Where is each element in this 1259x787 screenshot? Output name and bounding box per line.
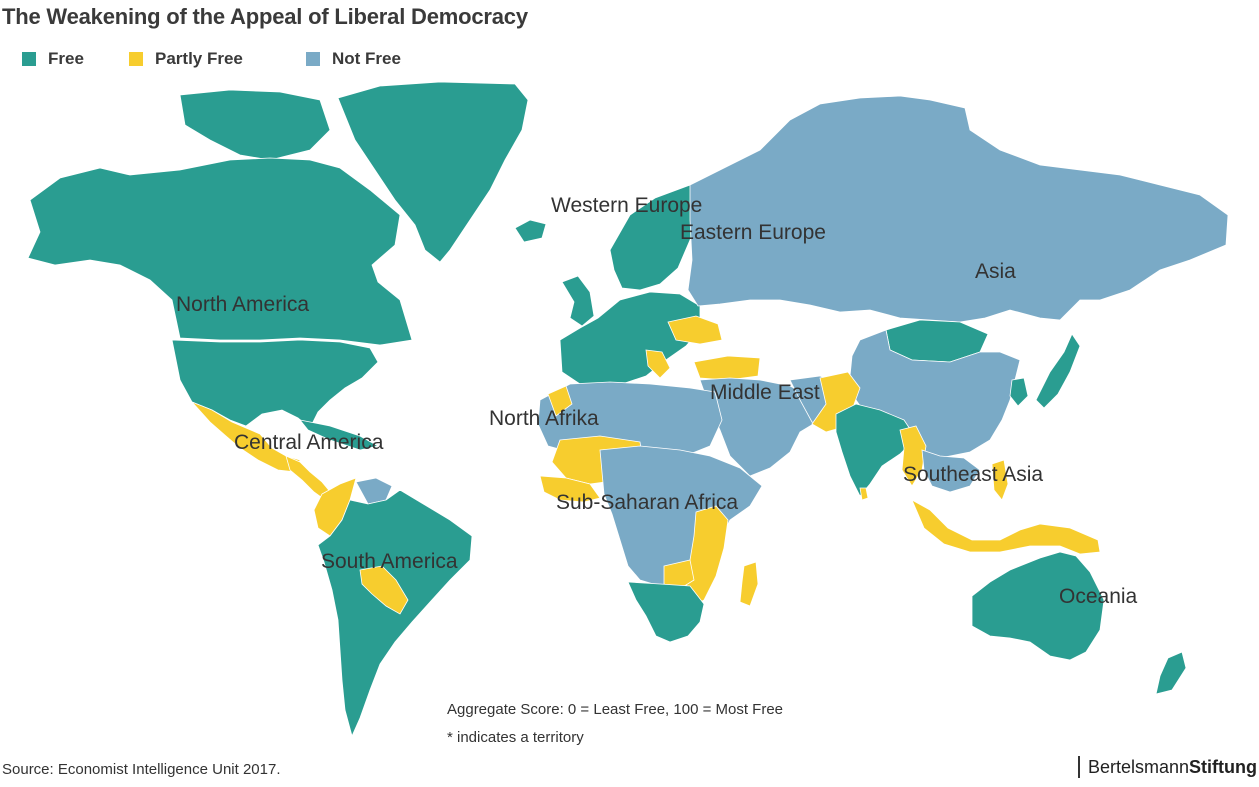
region-label-western-europe: Western Europe: [551, 194, 702, 217]
region-label-eastern-europe: Eastern Europe: [680, 221, 826, 244]
caribbean-shape: [299, 419, 380, 451]
brand-name-part1: Bertelsmann: [1087, 756, 1190, 777]
balkans-shape: [645, 349, 671, 379]
legend-item-partly-free: Partly Free: [129, 48, 243, 70]
east-africa-shape: [685, 505, 729, 607]
brand-name-part2: Stiftung: [1189, 756, 1257, 777]
region-label-south-america: South America: [321, 550, 458, 573]
zambia-shape: [663, 559, 695, 591]
region-label-north-afrika: North Afrika: [489, 407, 599, 430]
philippines-shape: [991, 459, 1009, 501]
morocco-shape: [547, 385, 573, 417]
region-label-southeast-asia: Southeast Asia: [903, 463, 1043, 486]
mainland-southeast-asia-shape: [921, 449, 981, 493]
iceland-shape: [514, 219, 547, 243]
source-note: Source: Economist Intelligence Unit 2017…: [2, 761, 281, 778]
japan-shape: [1035, 333, 1081, 409]
bolivia-paraguay-shape: [359, 565, 409, 615]
united-states-shape: [171, 339, 379, 429]
land-shapes: [27, 81, 1229, 738]
middle-east-shape: [699, 377, 821, 477]
venezuela-shape: [355, 477, 393, 505]
russia-shape: [687, 95, 1229, 323]
australia-shape: [971, 551, 1105, 661]
india-shape: [835, 403, 917, 497]
notes: Aggregate Score: 0 = Least Free, 100 = M…: [447, 700, 783, 756]
legend-item-not-free: Not Free: [306, 48, 401, 70]
legend-label-free: Free: [48, 49, 84, 68]
aggregate-score-note: Aggregate Score: 0 = Least Free, 100 = M…: [447, 701, 784, 718]
region-label-sub-saharan-africa: Sub-Saharan Africa: [556, 491, 738, 514]
madagascar-shape: [739, 561, 759, 607]
legend-swatch-not-free: [306, 52, 320, 66]
turkey-shape: [693, 355, 761, 381]
legend-item-free: Free: [22, 48, 84, 70]
region-label-asia: Asia: [975, 260, 1016, 283]
south-america-shape: [317, 489, 473, 738]
legend-swatch-partly-free: [129, 52, 143, 66]
territory-note: * indicates a territory: [447, 729, 584, 746]
region-label-middle-east: Middle East: [710, 381, 820, 404]
british-isles-shape: [561, 275, 595, 327]
west-africa-shape: [539, 475, 601, 503]
southern-africa-shape: [627, 581, 705, 643]
sri-lanka-shape: [859, 487, 869, 501]
ukraine-shape: [667, 315, 723, 345]
mexico-shape: [191, 401, 301, 473]
canada-alaska-shape: [27, 157, 413, 346]
south-korea-shape: [1009, 377, 1029, 407]
region-label-oceania: Oceania: [1059, 585, 1138, 608]
world-map: North America Central America South Amer…: [27, 81, 1229, 738]
arctic-islands-shape: [179, 89, 331, 161]
legend-label-not-free: Not Free: [332, 49, 401, 68]
legend-swatch-free: [22, 52, 36, 66]
region-label-north-america: North America: [176, 293, 309, 316]
legend-label-partly-free: Partly Free: [155, 49, 243, 68]
scandinavia-shape: [609, 184, 699, 291]
brand-logo: Bertelsmann Stiftung: [1077, 755, 1257, 779]
greenland-shape: [337, 81, 529, 263]
myanmar-shape: [899, 425, 927, 487]
region-label-central-america: Central America: [234, 431, 384, 454]
brand-divider: [1077, 756, 1080, 778]
chart-title: The Weakening of the Appeal of Liberal D…: [2, 4, 528, 29]
indonesia-shape: [911, 499, 1101, 555]
new-zealand-shape: [1155, 651, 1187, 695]
region-labels: North America Central America South Amer…: [176, 194, 1138, 608]
